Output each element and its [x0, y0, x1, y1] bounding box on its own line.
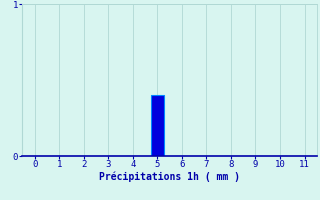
Bar	[151, 95, 164, 156]
X-axis label: Précipitations 1h ( mm ): Précipitations 1h ( mm )	[99, 172, 240, 182]
